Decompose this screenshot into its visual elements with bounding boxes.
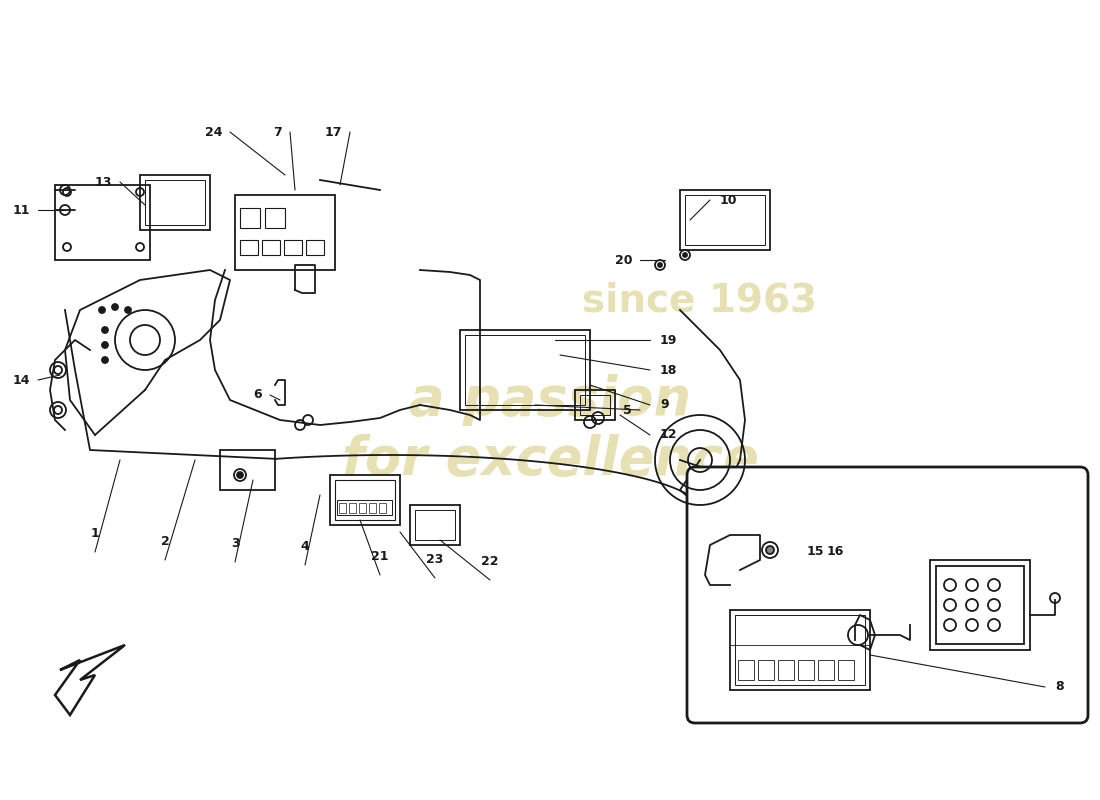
Bar — [758, 660, 774, 680]
Bar — [240, 240, 258, 255]
Bar — [336, 480, 395, 520]
Bar — [415, 510, 455, 540]
Bar — [339, 503, 346, 513]
Bar — [330, 475, 400, 525]
Circle shape — [683, 253, 688, 257]
Bar — [337, 500, 392, 515]
Bar — [465, 335, 585, 405]
Bar — [460, 330, 590, 410]
Bar — [55, 185, 150, 260]
Text: a passion
for excellence: a passion for excellence — [342, 374, 758, 486]
Bar — [930, 560, 1030, 650]
Text: 17: 17 — [324, 126, 342, 138]
Bar — [379, 503, 386, 513]
Text: 16: 16 — [826, 545, 844, 558]
Text: 7: 7 — [273, 126, 282, 138]
Text: 8: 8 — [1055, 681, 1064, 694]
Bar — [349, 503, 356, 513]
Text: 5: 5 — [624, 403, 632, 417]
Text: 9: 9 — [660, 398, 669, 411]
Circle shape — [99, 307, 104, 313]
Text: 14: 14 — [12, 374, 30, 386]
Bar — [685, 195, 764, 245]
Bar — [140, 175, 210, 230]
Text: 18: 18 — [660, 363, 678, 377]
Text: since 1963: since 1963 — [582, 281, 817, 319]
Text: 24: 24 — [205, 126, 222, 138]
Text: 11: 11 — [12, 203, 30, 217]
Circle shape — [102, 342, 108, 348]
Circle shape — [125, 307, 131, 313]
Bar — [680, 190, 770, 250]
Bar — [145, 180, 205, 225]
Text: 23: 23 — [427, 553, 443, 566]
Bar — [738, 660, 754, 680]
Text: 1: 1 — [90, 527, 99, 540]
Bar — [235, 195, 336, 270]
Bar — [262, 240, 280, 255]
Bar — [735, 615, 865, 685]
Bar — [936, 566, 1024, 644]
Bar — [368, 503, 376, 513]
Text: 12: 12 — [660, 429, 678, 442]
Bar — [580, 395, 611, 415]
Text: 22: 22 — [482, 555, 498, 568]
Circle shape — [112, 304, 118, 310]
Text: 10: 10 — [720, 194, 737, 206]
Bar — [778, 660, 794, 680]
Bar — [240, 208, 260, 228]
Polygon shape — [55, 645, 125, 715]
Text: 13: 13 — [95, 175, 112, 189]
Bar — [220, 450, 275, 490]
Circle shape — [102, 327, 108, 333]
Text: 4: 4 — [300, 540, 309, 553]
Text: 15: 15 — [806, 545, 824, 558]
Circle shape — [658, 263, 662, 267]
Text: 20: 20 — [615, 254, 632, 266]
Text: 6: 6 — [253, 389, 262, 402]
Bar — [284, 240, 302, 255]
Text: 21: 21 — [372, 550, 388, 563]
Bar — [798, 660, 814, 680]
Bar — [359, 503, 366, 513]
Text: 3: 3 — [231, 537, 240, 550]
Circle shape — [766, 546, 774, 554]
Bar — [410, 505, 460, 545]
Bar — [575, 390, 615, 420]
FancyBboxPatch shape — [688, 467, 1088, 723]
Bar — [730, 610, 870, 690]
Circle shape — [236, 472, 243, 478]
Bar — [306, 240, 324, 255]
Text: 19: 19 — [660, 334, 678, 346]
Bar — [265, 208, 285, 228]
Text: 2: 2 — [161, 535, 169, 548]
Bar — [818, 660, 834, 680]
Circle shape — [102, 357, 108, 363]
Bar — [838, 660, 854, 680]
